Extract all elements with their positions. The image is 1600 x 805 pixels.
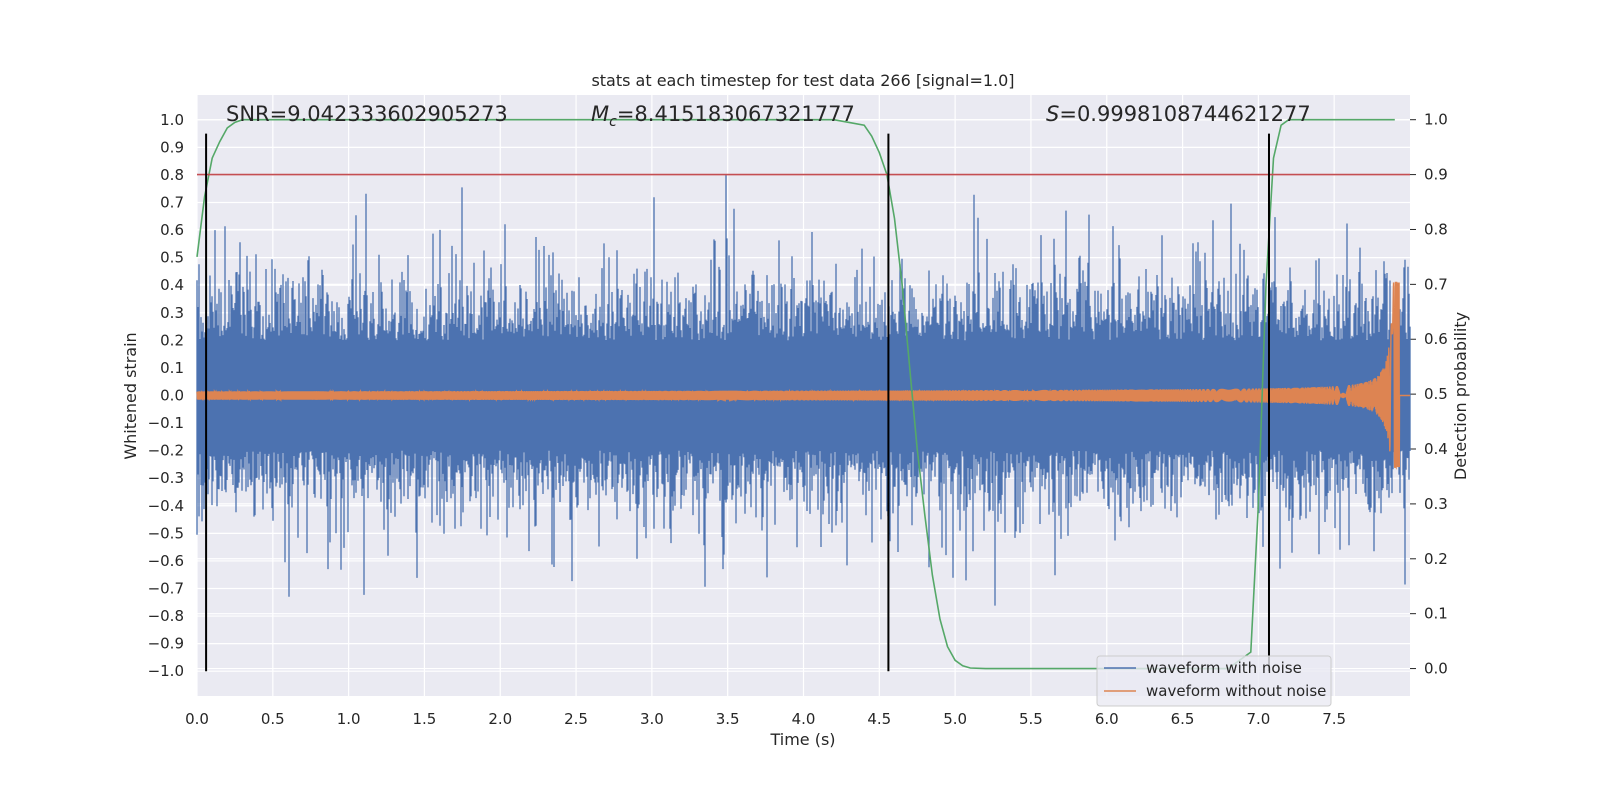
- x-tick-label: 7.0: [1246, 710, 1270, 728]
- s-symbol: S: [1046, 102, 1059, 126]
- s-annotation: S=0.9998108744621277: [1046, 102, 1311, 126]
- ticks: 0.0 0.5 1.0 1.5 2.0 2.5 3.0 3.5 4.0 4.5 5.0 5.5 6.0 6…: [148, 111, 1448, 728]
- y-tick-label: 0.3: [160, 304, 184, 322]
- x-tick-label: 1.5: [413, 710, 437, 728]
- y-axis-label: Whitened strain: [121, 332, 140, 459]
- s-text: =0.9998108744621277: [1059, 102, 1310, 126]
- x-tick-label: 5.5: [1019, 710, 1043, 728]
- mc-symbol: M: [591, 102, 609, 126]
- y-tick-label: 0.4: [160, 276, 184, 294]
- x-tick-label: 2.0: [488, 710, 512, 728]
- annotations: SNR=9.042333602905273 Mc=8.4151830673217…: [226, 102, 1311, 130]
- y-right-tick-label: 0.4: [1424, 440, 1448, 458]
- y-tick-label: 1.0: [160, 111, 184, 129]
- mc-text: =8.415183067321777: [617, 102, 855, 126]
- x-tick-label: 7.5: [1322, 710, 1346, 728]
- x-axis-label: Time (s): [769, 730, 835, 749]
- x-tick-label: 3.0: [640, 710, 664, 728]
- y-tick-label: −0.6: [148, 552, 184, 570]
- y-tick-label: −0.9: [148, 635, 184, 653]
- legend-label-clean: waveform without noise: [1146, 682, 1326, 700]
- overlays: [196, 118, 1410, 672]
- x-tick-label: 2.5: [564, 710, 588, 728]
- y-tick-label: 0.1: [160, 359, 184, 377]
- y-right-tick-label: 0.8: [1424, 220, 1448, 238]
- x-tick-label: 4.0: [792, 710, 816, 728]
- y-tick-label: −0.4: [148, 497, 184, 515]
- y-tick-label: 0.7: [160, 194, 184, 212]
- y-tick-label: 0.5: [160, 249, 184, 267]
- y-right-tick-label: 0.2: [1424, 550, 1448, 568]
- y-tick-label: −0.3: [148, 469, 184, 487]
- y-right-tick-label: 1.0: [1424, 111, 1448, 129]
- snr-text: SNR=9.042333602905273: [226, 102, 508, 126]
- y-right-tick-label: 0.9: [1424, 166, 1448, 184]
- y-tick-label: −1.0: [148, 662, 184, 680]
- legend-label-noise: waveform with noise: [1146, 659, 1302, 677]
- detection-probability-line: [196, 118, 1395, 670]
- legend: waveform with noise waveform without noi…: [1096, 655, 1332, 707]
- snr-annotation: SNR=9.042333602905273: [226, 102, 508, 126]
- x-tick-label: 0.0: [185, 710, 209, 728]
- y-right-tick-label: 0.0: [1424, 660, 1448, 678]
- legend-box: [1096, 655, 1332, 707]
- y-right-tick-label: 0.5: [1424, 385, 1448, 403]
- x-tick-label: 6.0: [1095, 710, 1119, 728]
- y-right-axis-label: Detection probability: [1451, 312, 1470, 480]
- mc-annotation: Mc=8.415183067321777: [591, 102, 855, 130]
- y-tick-label: −0.5: [148, 524, 184, 542]
- x-tick-label: 0.5: [261, 710, 285, 728]
- x-tick-label: 4.5: [867, 710, 891, 728]
- x-tick-label: 6.5: [1171, 710, 1195, 728]
- y-right-tick-label: 0.7: [1424, 275, 1448, 293]
- y-tick-label: 0.8: [160, 166, 184, 184]
- x-tick-label: 5.0: [943, 710, 967, 728]
- y-tick-label: 0.9: [160, 138, 184, 156]
- y-tick-label: −0.1: [148, 414, 184, 432]
- y-tick-label: −0.7: [148, 579, 184, 597]
- y-right-tick-label: 0.1: [1424, 605, 1448, 623]
- chart-title: stats at each timestep for test data 266…: [591, 71, 1014, 90]
- y-right-tick-label: 0.6: [1424, 330, 1448, 348]
- x-tick-label: 3.5: [716, 710, 740, 728]
- y-tick-label: 0.2: [160, 331, 184, 349]
- y-tick-label: 0.0: [160, 387, 184, 405]
- waveform-without-noise-line: [196, 281, 1410, 470]
- x-tick-label: 1.0: [337, 710, 361, 728]
- y-right-tick-label: 0.3: [1424, 495, 1448, 513]
- y-tick-label: 0.6: [160, 221, 184, 239]
- y-tick-label: −0.8: [148, 607, 184, 625]
- mc-subscript: c: [609, 114, 617, 130]
- series-layer: [196, 175, 1411, 606]
- y-tick-label: −0.2: [148, 442, 184, 460]
